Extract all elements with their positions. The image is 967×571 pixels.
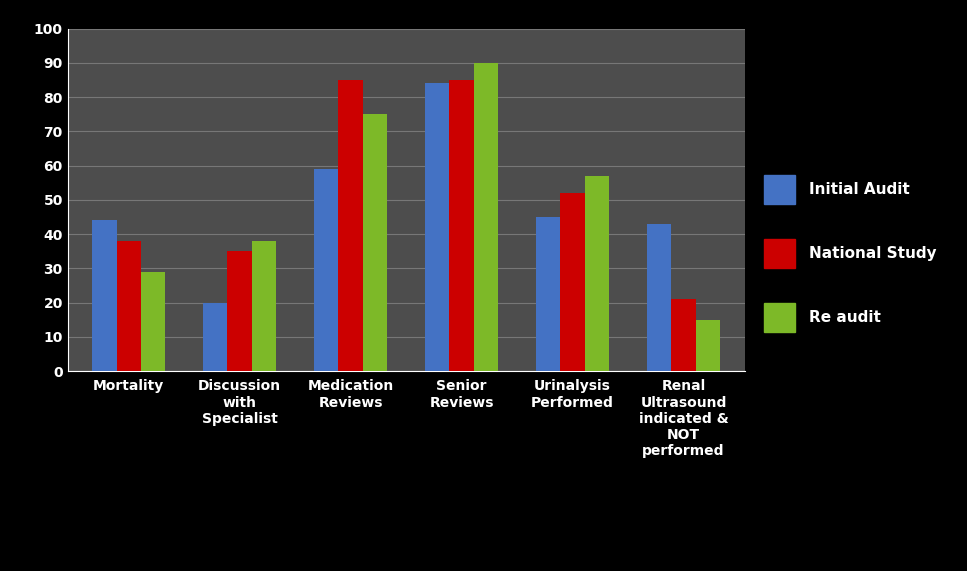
Bar [536, 217, 561, 371]
Bar [765, 175, 795, 204]
Bar [474, 63, 498, 371]
Bar [671, 299, 696, 371]
Bar [338, 80, 363, 371]
Bar [647, 224, 671, 371]
Bar [116, 241, 141, 371]
Bar [92, 220, 116, 371]
Bar [227, 251, 251, 371]
Bar [561, 193, 585, 371]
Bar [765, 303, 795, 332]
Bar [585, 176, 609, 371]
Bar [450, 80, 474, 371]
Bar [203, 303, 227, 371]
Text: Initial Audit: Initial Audit [809, 182, 910, 197]
Text: National Study: National Study [809, 246, 937, 261]
Bar [696, 320, 720, 371]
Text: Re audit: Re audit [809, 310, 881, 325]
Bar [251, 241, 277, 371]
Bar [765, 239, 795, 268]
Bar [141, 272, 165, 371]
Bar [314, 169, 338, 371]
Bar [425, 83, 450, 371]
Bar [363, 114, 387, 371]
